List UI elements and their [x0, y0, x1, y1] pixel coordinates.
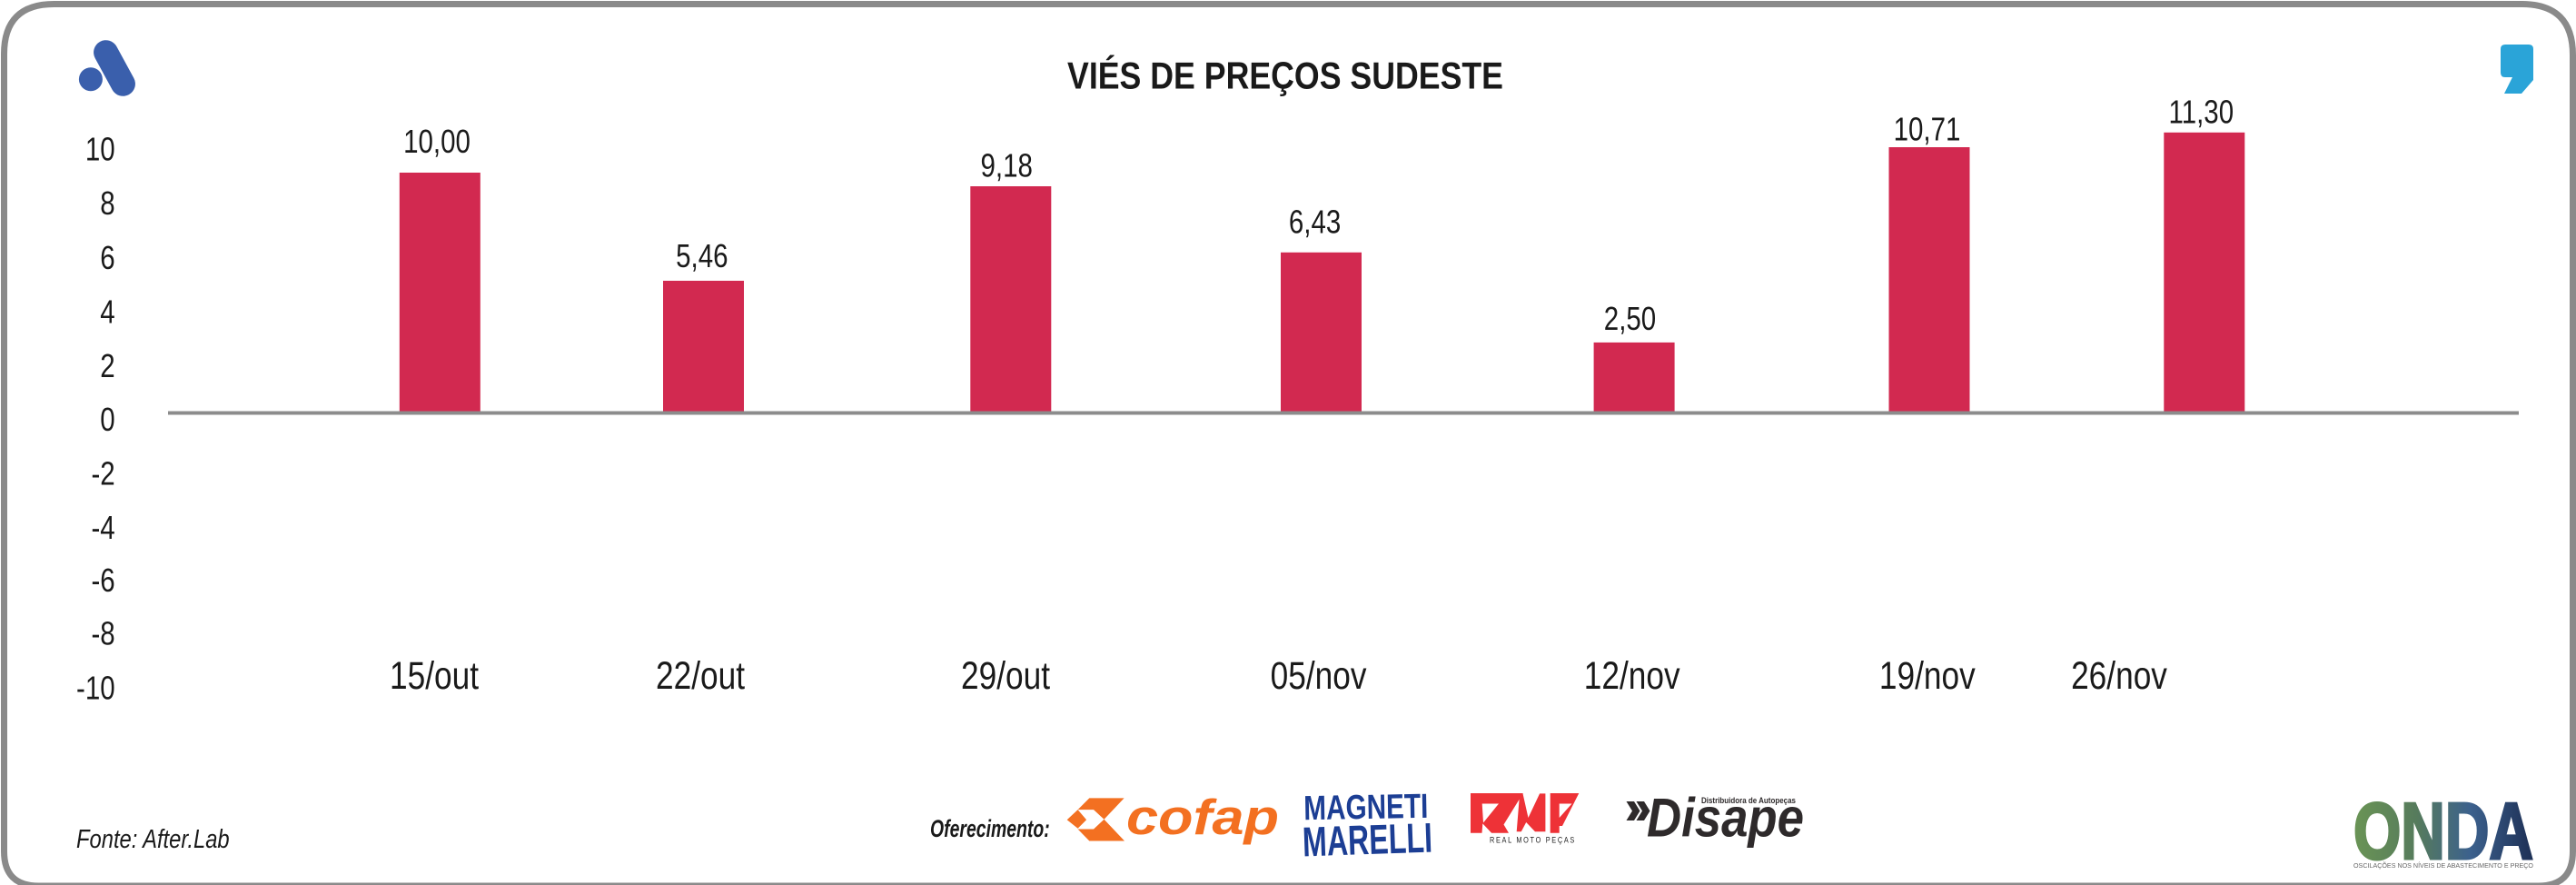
- svg-text:MAGNETI: MAGNETI: [1303, 788, 1429, 828]
- svg-text:REAL MOTO PEÇAS: REAL MOTO PEÇAS: [1490, 836, 1576, 846]
- svg-text:-10: -10: [76, 669, 115, 705]
- svg-text:11,30: 11,30: [2168, 94, 2234, 130]
- svg-text:9,18: 9,18: [980, 147, 1032, 184]
- svg-text:-2: -2: [91, 455, 114, 492]
- svg-text:22/out: 22/out: [656, 654, 745, 698]
- svg-text:15/out: 15/out: [390, 654, 479, 698]
- svg-text:Fonte: After.Lab: Fonte: After.Lab: [76, 824, 230, 854]
- svg-text:29/out: 29/out: [961, 654, 1050, 698]
- svg-text:26/nov: 26/nov: [2071, 654, 2167, 698]
- svg-text:8: 8: [100, 184, 114, 221]
- svg-text:Disape: Disape: [1647, 788, 1804, 849]
- svg-text:10: 10: [85, 130, 115, 166]
- svg-text:2,50: 2,50: [1604, 300, 1656, 336]
- svg-text:Oferecimento:: Oferecimento:: [930, 815, 1050, 842]
- svg-text:6: 6: [100, 239, 114, 275]
- svg-text:4: 4: [100, 293, 114, 330]
- svg-text:Distribuidora de Autopeças: Distribuidora de Autopeças: [1701, 796, 1796, 805]
- svg-text:19/nov: 19/nov: [1879, 654, 1976, 698]
- svg-text:OSCILAÇÕES NOS NÍVEIS DE ABAST: OSCILAÇÕES NOS NÍVEIS DE ABASTECIMENTO E…: [2353, 861, 2534, 870]
- svg-text:cofap: cofap: [1126, 789, 1279, 845]
- svg-text:ONDA: ONDA: [2353, 786, 2533, 876]
- svg-text:-4: -4: [91, 509, 114, 545]
- svg-text:10,00: 10,00: [403, 123, 471, 159]
- svg-text:12/nov: 12/nov: [1584, 654, 1680, 698]
- svg-text:MARELLI: MARELLI: [1302, 814, 1433, 866]
- svg-text:6,43: 6,43: [1289, 204, 1341, 240]
- svg-text:2: 2: [100, 347, 114, 383]
- svg-text:-6: -6: [91, 562, 114, 598]
- svg-text:10,71: 10,71: [1894, 111, 1961, 147]
- svg-text:05/nov: 05/nov: [1271, 654, 1367, 698]
- svg-text:0: 0: [100, 401, 114, 437]
- svg-text:VIÉS DE PREÇOS SUDESTE: VIÉS DE PREÇOS SUDESTE: [1067, 55, 1503, 97]
- svg-text:5,46: 5,46: [676, 237, 728, 273]
- svg-text:-8: -8: [91, 614, 114, 651]
